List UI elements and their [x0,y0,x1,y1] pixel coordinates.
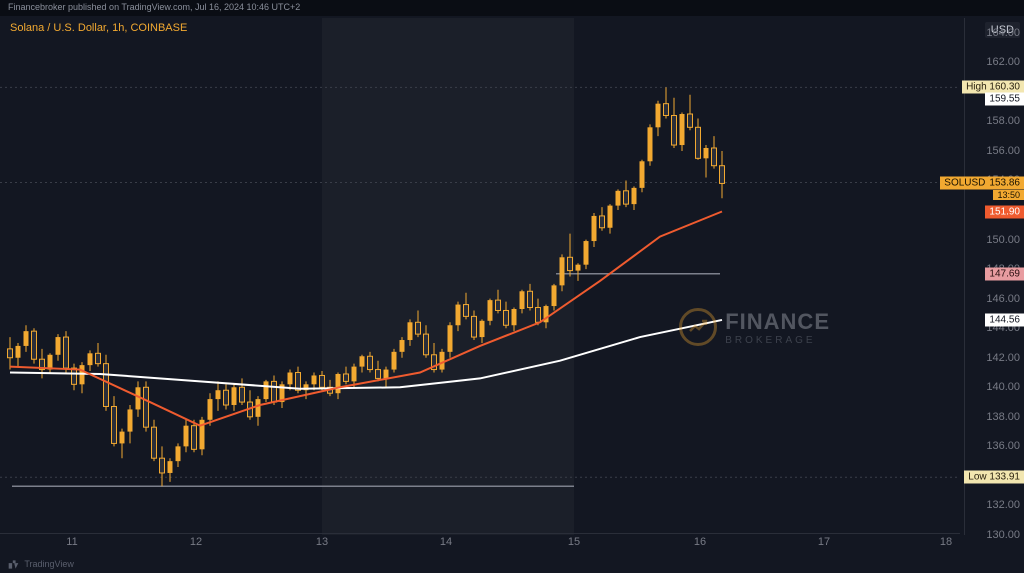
x-tick: 17 [818,536,830,548]
x-tick: 15 [568,536,580,548]
x-tick: 14 [440,536,452,548]
price-tag-ma-fast: 151.90 [985,205,1024,218]
tradingview-icon [8,559,19,570]
y-tick: 142.00 [986,352,1020,364]
watermark-logo-icon [679,308,717,346]
x-tick: 16 [694,536,706,548]
y-tick: 164.00 [986,27,1020,39]
x-tick: 13 [316,536,328,548]
y-tick: 158.00 [986,115,1020,127]
price-tag-low: Low 133.91 [964,471,1024,484]
price-tag-level: 147.69 [985,267,1024,280]
x-tick: 12 [190,536,202,548]
attribution: TradingView [8,559,74,570]
y-tick: 132.00 [986,499,1020,511]
x-tick: 18 [940,536,952,548]
x-tick: 11 [66,536,77,548]
y-tick: 136.00 [986,440,1020,452]
y-tick: 156.00 [986,145,1020,157]
price-tag-prev-close: 159.55 [985,92,1024,105]
price-tag-ma-slow: 144.56 [985,313,1024,326]
y-tick: 150.00 [986,234,1020,246]
y-tick: 162.00 [986,56,1020,68]
attribution-text: TradingView [24,559,74,569]
watermark-subtitle: BROKERAGE [725,335,830,346]
watermark-title: FINANCE [725,309,830,335]
y-tick: 140.00 [986,381,1020,393]
price-tag-countdown: 13:50 [993,190,1024,200]
x-axis: 11 12 13 14 15 16 17 18 [0,533,960,551]
publisher-bar: Financebroker published on TradingView.c… [0,0,1024,16]
publisher-text: Financebroker published on TradingView.c… [8,2,300,12]
y-tick: 130.00 [986,529,1020,541]
y-tick: 146.00 [986,293,1020,305]
y-tick: 138.00 [986,411,1020,423]
y-axis: USD 130.00132.00134.00136.00138.00140.00… [964,18,1024,535]
chart-area[interactable]: FINANCE BROKERAGE [0,18,960,535]
price-chart [0,18,960,535]
watermark: FINANCE BROKERAGE [679,308,830,346]
price-tag-symbol: SOLUSD153.86 [940,176,1024,189]
